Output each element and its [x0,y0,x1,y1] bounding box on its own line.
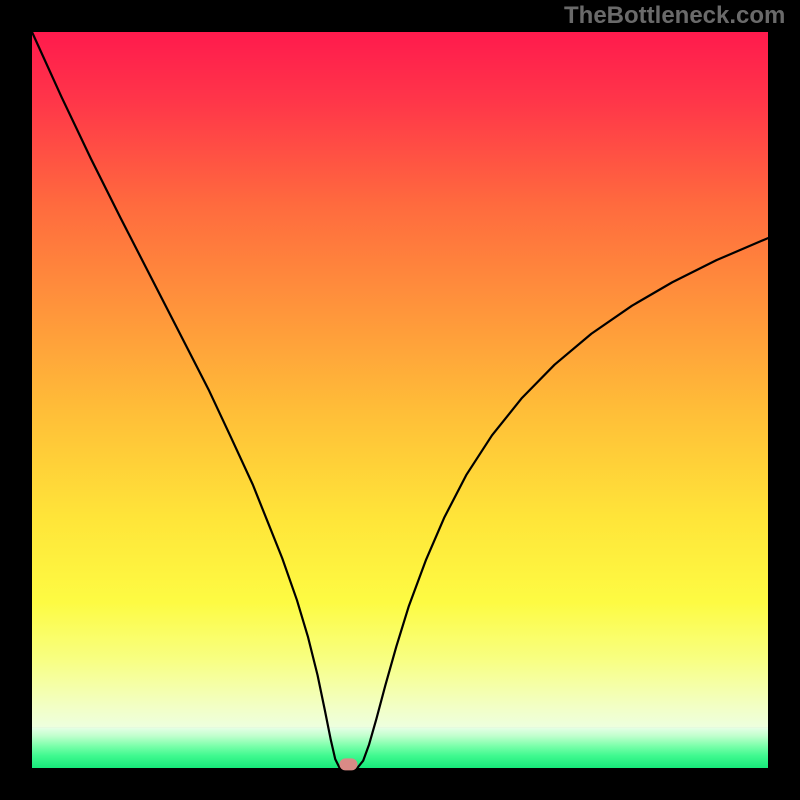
bottleneck-chart [0,0,800,800]
watermark-text: TheBottleneck.com [564,2,785,30]
optimum-marker [339,758,357,770]
gradient-main [32,32,768,728]
chart-container: TheBottleneck.com [0,0,800,800]
gradient-bottom-band [32,728,768,768]
